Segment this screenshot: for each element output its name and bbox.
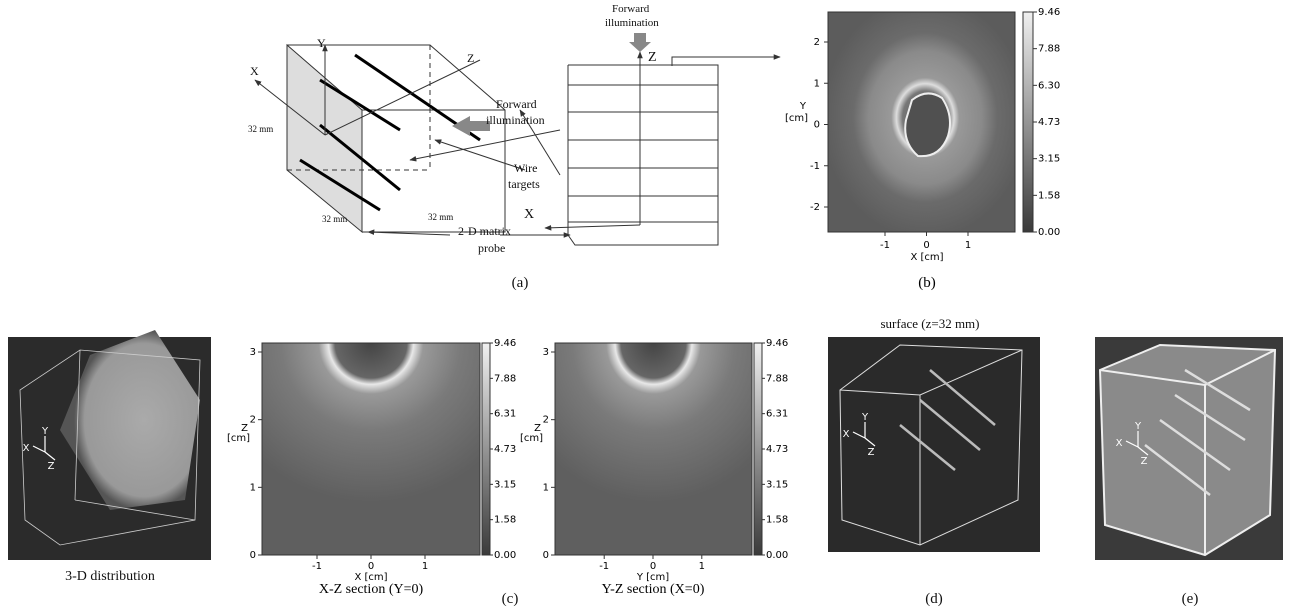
cube-schematic — [255, 45, 570, 235]
label: 6.31 — [494, 409, 516, 420]
label: Z — [1141, 456, 1148, 467]
label: 9.46 — [766, 338, 788, 349]
caption: (b) — [918, 275, 936, 291]
label: [cm] — [785, 113, 808, 124]
box-outline — [1100, 345, 1275, 555]
label: 1.58 — [494, 515, 516, 526]
heatmap — [262, 343, 480, 555]
dimension-label: 32 mm — [428, 212, 453, 222]
colorbar — [754, 343, 762, 555]
label: 7.88 — [766, 373, 788, 384]
dimension-label: 32 mm — [248, 124, 273, 134]
label: 3.15 — [766, 479, 788, 490]
illumination-label: illumination — [486, 113, 545, 127]
label: X — [843, 429, 850, 440]
label: 1 — [699, 561, 705, 572]
label: 3.15 — [1038, 154, 1060, 165]
label: 0 — [368, 561, 374, 572]
label: 0 — [814, 120, 820, 131]
label: 6.31 — [766, 409, 788, 420]
label: 7.88 — [494, 373, 516, 384]
caption: Y-Z section (X=0) — [602, 582, 705, 597]
caption: (e) — [1182, 591, 1199, 607]
axis-label: X — [524, 207, 534, 222]
caption: (a) — [512, 275, 529, 291]
colorbar — [482, 343, 490, 555]
label: 1 — [250, 482, 256, 493]
label: 1.58 — [1038, 190, 1060, 201]
label: 1 — [814, 78, 820, 89]
panel-title: surface (z=32 mm) — [880, 316, 979, 331]
figure: Y X Z 32 mm 32 mm 32 mm Forward illumina… — [0, 0, 1296, 607]
label: 0.00 — [494, 550, 516, 561]
probe-label: 2-D matrix — [458, 224, 511, 238]
label: 2 — [543, 415, 549, 426]
label: 1 — [422, 561, 428, 572]
label: 1.58 — [766, 515, 788, 526]
label: -1 — [599, 561, 609, 572]
label: 3.15 — [494, 479, 516, 490]
heatmap — [555, 343, 752, 555]
label: 7.88 — [1038, 44, 1060, 55]
axis-label: Z — [648, 50, 657, 65]
label: 9.46 — [1038, 7, 1060, 18]
axis-label: Z — [467, 51, 474, 65]
dimension-label: 32 mm — [322, 214, 347, 224]
label: 6.30 — [1038, 80, 1060, 91]
label: Z — [868, 447, 875, 458]
label: X — [1116, 438, 1123, 449]
label: -2 — [810, 202, 820, 213]
caption: (d) — [925, 591, 943, 607]
wire-label: Wire — [514, 161, 538, 175]
label: Y — [41, 426, 49, 437]
label: Z — [48, 461, 55, 472]
label: 0 — [650, 561, 656, 572]
label: 9.46 — [494, 338, 516, 349]
label: 4.73 — [1038, 117, 1060, 128]
label: 0 — [923, 240, 929, 251]
hotspot — [905, 93, 950, 156]
label: 0 — [543, 550, 549, 561]
label: 3 — [250, 347, 256, 358]
label: 4.73 — [766, 444, 788, 455]
label: Y — [1134, 421, 1142, 432]
label: -1 — [880, 240, 890, 251]
label: -1 — [810, 161, 820, 172]
colorbar — [1023, 12, 1033, 232]
axis-label: X — [250, 64, 259, 78]
caption: 3-D distribution — [65, 569, 155, 584]
label: Y — [799, 101, 807, 112]
probe-label: probe — [478, 241, 505, 255]
axis-label: Y — [317, 36, 326, 50]
label: 0.00 — [766, 550, 788, 561]
label: X — [23, 443, 30, 454]
label: Y — [861, 412, 869, 423]
illumination-label: Forward — [496, 97, 537, 111]
label: 1 — [965, 240, 971, 251]
label: 4.73 — [494, 444, 516, 455]
label: 0 — [250, 550, 256, 561]
label: 3 — [543, 347, 549, 358]
label: [cm] — [520, 433, 543, 444]
probe-schematic — [545, 33, 780, 245]
label: [cm] — [227, 433, 250, 444]
caption: X-Z section (Y=0) — [319, 582, 424, 597]
caption: (c) — [502, 591, 519, 607]
label: 1 — [543, 482, 549, 493]
wire-label: targets — [508, 177, 540, 191]
illumination-label: illumination — [605, 17, 659, 29]
illumination-label: Forward — [612, 3, 650, 15]
label: 2 — [814, 37, 820, 48]
label: -1 — [312, 561, 322, 572]
label: 0.00 — [1038, 227, 1060, 238]
label: X [cm] — [910, 252, 943, 263]
image-surface — [828, 337, 1040, 552]
label: 2 — [250, 415, 256, 426]
